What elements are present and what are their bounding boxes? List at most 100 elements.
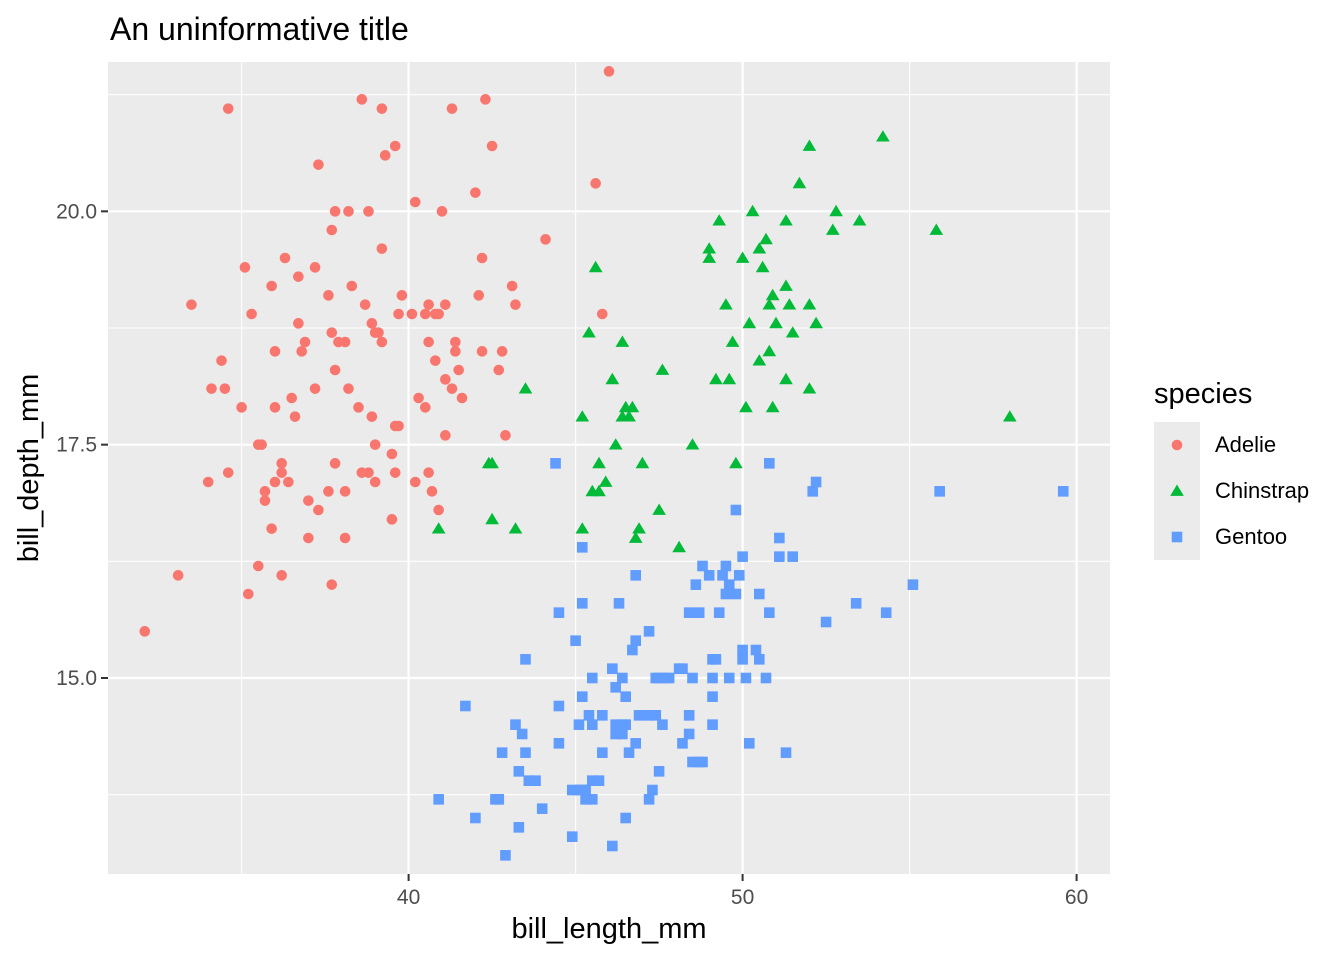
gentoo-point <box>580 784 591 796</box>
gentoo-point <box>587 775 598 786</box>
adelie-point <box>597 308 608 320</box>
adelie-point <box>456 392 468 404</box>
chinstrap-point <box>628 531 643 543</box>
gentoo-point <box>703 570 715 581</box>
adelie-point <box>369 439 381 450</box>
plot-panel <box>108 62 1110 874</box>
chinstrap-point <box>762 298 777 310</box>
adelie-point <box>413 392 424 404</box>
data-points <box>139 66 1069 861</box>
gentoo-point <box>570 635 581 646</box>
gentoo-point <box>613 598 625 609</box>
adelie-point <box>470 187 481 198</box>
adelie-point <box>339 486 351 497</box>
adelie-point <box>473 290 485 301</box>
chinstrap-point <box>652 503 666 515</box>
chinstrap-point <box>608 438 623 450</box>
gentoo-point <box>707 719 718 730</box>
chinstrap-point <box>719 298 733 310</box>
chinstrap-point <box>605 372 620 385</box>
adelie-point <box>276 570 287 581</box>
adelie-point <box>293 318 304 329</box>
adelie-point <box>446 103 458 114</box>
gentoo-point <box>707 672 718 684</box>
chinstrap-point <box>752 242 767 254</box>
adelie-point <box>510 299 521 310</box>
chinstrap-point <box>752 354 767 366</box>
gentoo-point <box>630 570 642 581</box>
chinstrap-point <box>672 540 686 553</box>
gentoo-point <box>650 710 662 721</box>
adelie-point <box>222 103 234 114</box>
axis-ticks <box>101 210 1078 881</box>
chinstrap-point <box>702 251 716 263</box>
adelie-point <box>256 439 267 450</box>
gentoo-point <box>627 644 638 656</box>
adelie-point <box>323 486 334 497</box>
gentoo-point <box>513 822 525 833</box>
y-axis-tick-label: 15.0 <box>56 667 97 690</box>
adelie-point <box>486 140 498 152</box>
chinstrap-point <box>829 204 843 217</box>
chinstrap-point <box>755 260 770 273</box>
chinstrap-point <box>742 316 757 329</box>
adelie-point <box>313 504 324 516</box>
chinstrap-point <box>508 522 523 534</box>
gentoo-point <box>610 719 621 730</box>
gentoo-point <box>633 710 645 721</box>
gentoo-point <box>683 607 695 618</box>
adelie-point <box>389 467 401 478</box>
gentoo-point <box>807 486 819 497</box>
adelie-point <box>329 364 341 376</box>
adelie-point <box>303 495 314 506</box>
gentoo-point <box>733 570 745 581</box>
gentoo-point <box>1057 486 1069 497</box>
gentoo-point <box>607 663 618 674</box>
series-gentoo <box>433 458 1069 861</box>
adelie-point <box>603 66 615 77</box>
gentoo-point <box>593 775 605 786</box>
adelie-point <box>376 243 388 254</box>
chart-title: An uninformative title <box>110 11 409 47</box>
adelie-point <box>363 467 374 478</box>
x-axis-label: bill_length_mm <box>511 913 706 945</box>
legend: species Adelie Chinstrap Gentoo <box>1154 378 1309 560</box>
chinstrap-point <box>598 475 613 487</box>
chinstrap-point <box>852 214 867 226</box>
adelie-point <box>236 402 247 413</box>
gentoo-point <box>754 588 765 600</box>
gentoo-point <box>580 794 591 805</box>
chinstrap-point <box>485 512 499 525</box>
adelie-point <box>299 336 311 348</box>
chinstrap-point <box>779 372 793 385</box>
adelie-point <box>172 570 184 581</box>
gentoo-point <box>566 784 578 796</box>
chinstrap-point <box>615 335 630 347</box>
adelie-point <box>393 308 404 320</box>
gentoo-point <box>576 598 588 609</box>
chinstrap-point <box>725 335 740 347</box>
chinstrap-point <box>826 223 840 235</box>
chinstrap-point <box>779 279 793 291</box>
gentoo-point <box>760 672 772 684</box>
gentoo-point <box>743 738 755 749</box>
adelie-point <box>309 262 321 273</box>
chinstrap-point <box>929 223 944 235</box>
adelie-point <box>309 383 321 394</box>
adelie-point <box>296 346 308 357</box>
chinstrap-point <box>729 456 743 469</box>
adelie-point <box>476 252 488 264</box>
chinstrap-point <box>722 372 737 385</box>
adelie-point <box>343 383 354 394</box>
chinstrap-point <box>588 260 603 273</box>
y-axis-tick-label: 17.5 <box>56 434 97 457</box>
gentoo-point <box>697 756 708 768</box>
gentoo-point <box>764 607 775 618</box>
adelie-point <box>326 579 338 590</box>
adelie-point <box>500 430 511 441</box>
gentoo-point <box>573 719 585 730</box>
legend-items: Adelie Chinstrap Gentoo <box>1154 422 1309 560</box>
gentoo-point <box>553 738 565 749</box>
adelie-point <box>423 299 434 310</box>
